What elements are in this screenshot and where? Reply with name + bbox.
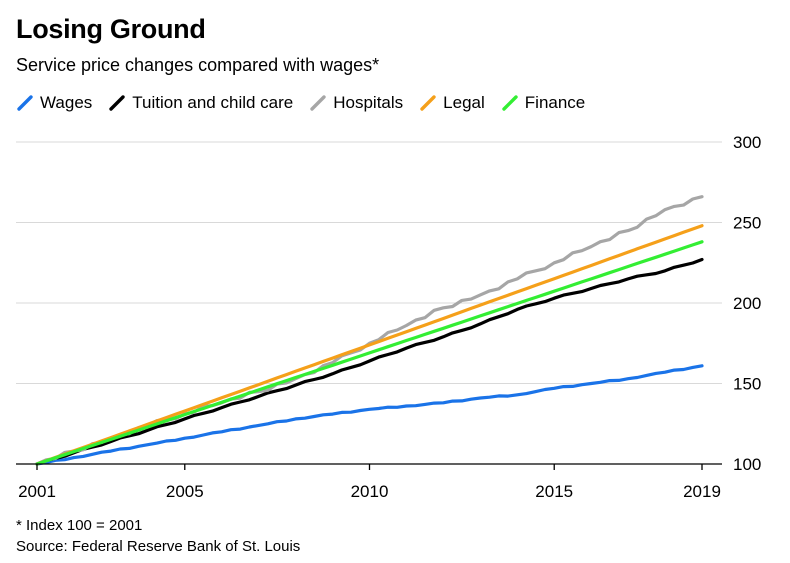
chart-subtitle: Service price changes compared with wage… bbox=[16, 55, 380, 75]
legend-item-wages: Wages bbox=[16, 93, 92, 113]
source-note: Source: Federal Reserve Bank of St. Loui… bbox=[16, 538, 301, 555]
series-line-wages bbox=[35, 364, 704, 466]
legend-item-legal: Legal bbox=[419, 93, 485, 113]
legend-swatch-icon bbox=[108, 94, 126, 112]
legend-swatch-icon bbox=[501, 94, 519, 112]
legend-label: Tuition and child care bbox=[132, 93, 294, 112]
chart-legend: Wages Tuition and child care Hospitals Lega… bbox=[16, 92, 601, 114]
x-tick-label-2005: 2005 bbox=[166, 482, 204, 501]
x-tick-label-2010: 2010 bbox=[351, 482, 389, 501]
legend-swatch-icon bbox=[309, 94, 327, 112]
legend-label: Finance bbox=[524, 93, 586, 112]
chart-title: Losing Ground bbox=[16, 14, 206, 44]
series-lines bbox=[35, 195, 704, 466]
legend-item-hospitals: Hospitals bbox=[309, 93, 403, 113]
axes: 100 150 200 250 300 2001 2005 2010 2015 2019 bbox=[16, 133, 761, 501]
series-line-finance bbox=[35, 240, 704, 466]
y-tick-label-150: 150 bbox=[733, 375, 761, 394]
legend-label: Wages bbox=[40, 93, 93, 112]
legend-item-tuition-and-child-care: Tuition and child care bbox=[108, 93, 293, 113]
legend-swatch-icon bbox=[16, 94, 34, 112]
x-tick-label-2015: 2015 bbox=[535, 482, 573, 501]
grid-lines bbox=[16, 141, 722, 384]
y-tick-label-200: 200 bbox=[733, 294, 761, 313]
series-line-tuition-and-child-care bbox=[35, 257, 704, 466]
legend-label: Legal bbox=[443, 93, 485, 112]
series-line-hospitals bbox=[35, 195, 704, 466]
x-tick-label-2019: 2019 bbox=[683, 482, 721, 501]
y-tick-label-300: 300 bbox=[733, 133, 761, 152]
legend-swatch-icon bbox=[419, 94, 437, 112]
y-tick-label-100: 100 bbox=[733, 455, 761, 474]
y-tick-label-250: 250 bbox=[733, 214, 761, 233]
legend-item-finance: Finance bbox=[501, 93, 585, 113]
x-tick-label-2001: 2001 bbox=[18, 482, 56, 501]
legend-label: Hospitals bbox=[333, 93, 404, 112]
footnote: * Index 100 = 2001 bbox=[16, 517, 143, 534]
series-line-legal bbox=[35, 224, 704, 466]
